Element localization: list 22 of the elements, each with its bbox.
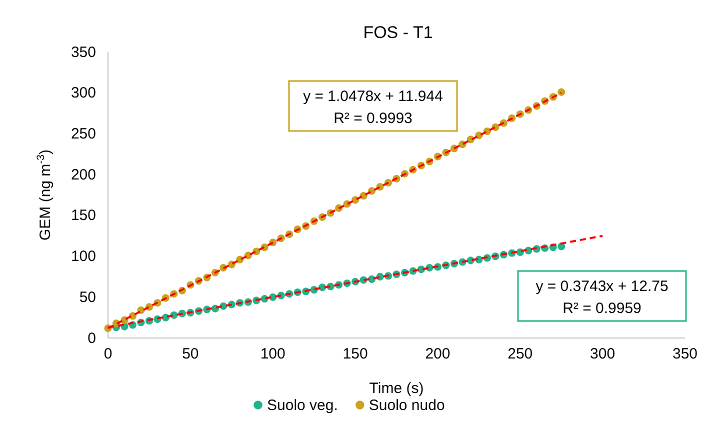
- x-tick-label: 150: [342, 346, 368, 363]
- y-tick-label: 50: [79, 288, 96, 306]
- y-tick-label: 100: [70, 248, 96, 266]
- x-tick-label: 50: [182, 346, 199, 363]
- x-tick-label: 350: [672, 346, 698, 363]
- y-tick-label: 0: [88, 330, 96, 347]
- y-tick-label: 150: [70, 207, 96, 224]
- x-tick-label: 300: [590, 346, 616, 363]
- legend-label: Suolo nudo: [368, 397, 445, 414]
- y-tick-label: 250: [70, 126, 96, 143]
- legend-label: Suolo veg.: [267, 397, 338, 414]
- annotation: y = 0.3743x + 12.75 R² = 0.9959: [536, 278, 668, 317]
- x-tick-label: 200: [425, 346, 450, 363]
- chart-title: FOS - T1: [363, 23, 433, 42]
- x-tick-label: 100: [260, 346, 286, 363]
- x-axis-title: Time (s): [369, 380, 424, 397]
- x-tick-label: 250: [508, 346, 533, 363]
- x-tick-label: 0: [104, 346, 112, 363]
- y-tick-label: 300: [70, 84, 96, 102]
- y-tick-label: 200: [70, 166, 96, 184]
- y-tick-label: 350: [70, 44, 96, 61]
- annotation: y = 1.0478x + 11.944 R² = 0.9993: [303, 88, 443, 127]
